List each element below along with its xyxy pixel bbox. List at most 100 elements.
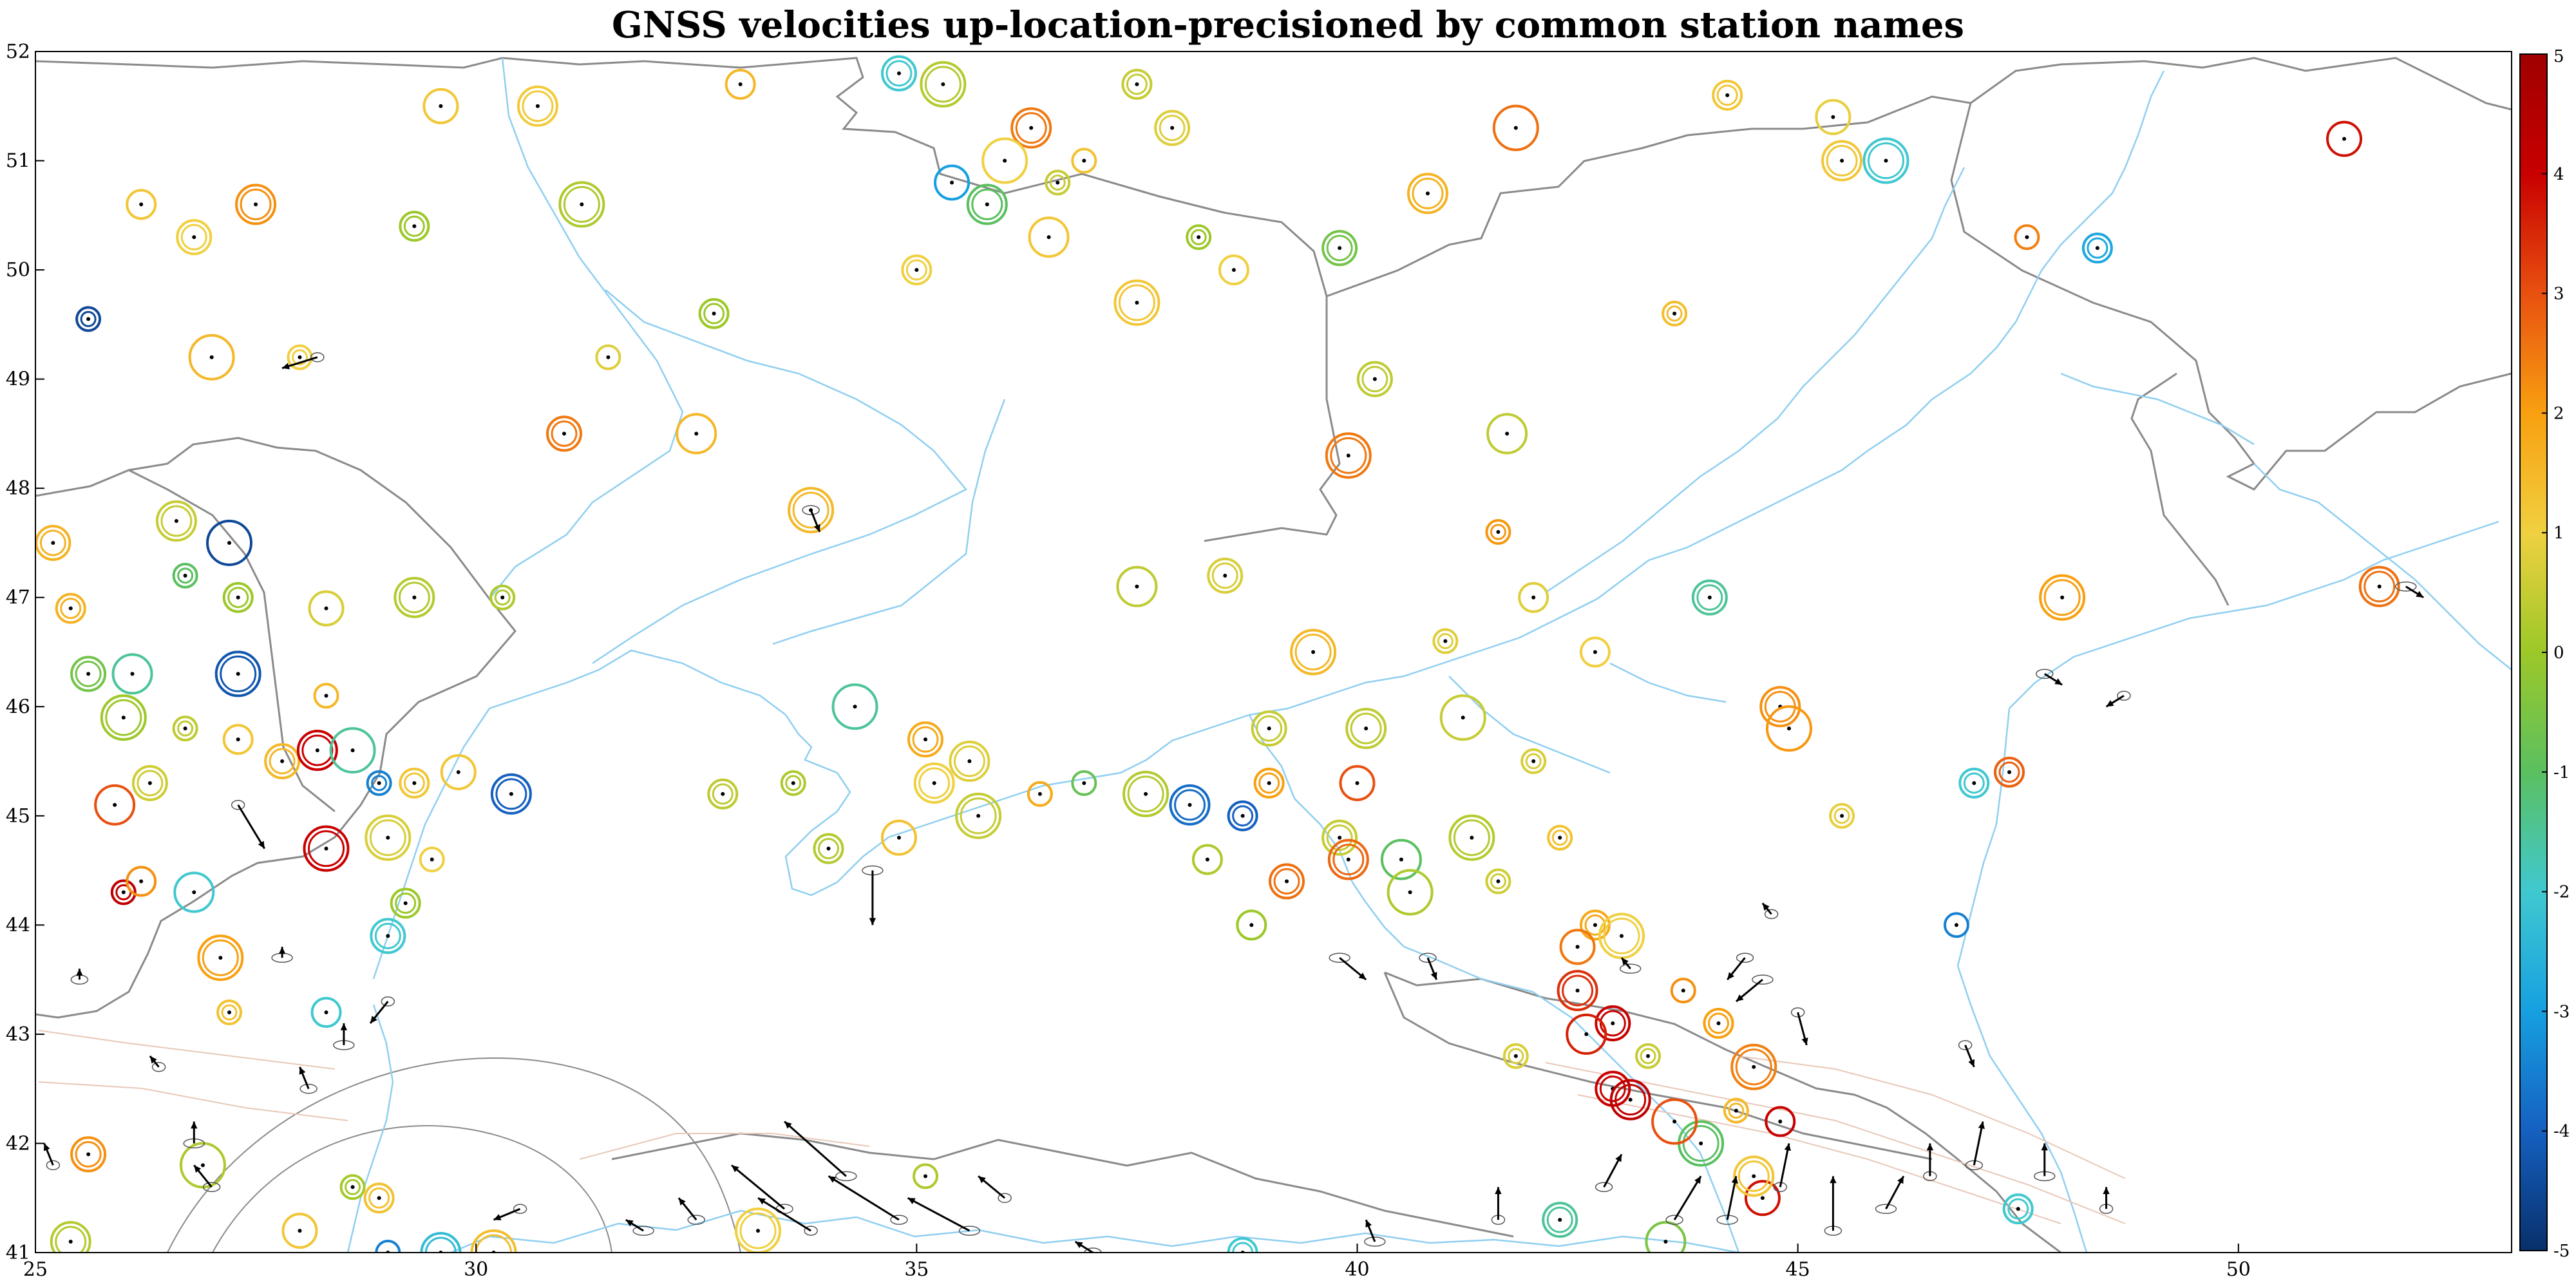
station-marker [595,344,621,370]
station-dot [1240,813,1245,818]
vector-head [2106,700,2114,707]
station-ring [1998,761,2020,783]
velocity-vector [2034,1143,2056,1182]
vector-head [813,524,820,532]
station-ring [375,1240,401,1253]
station-marker [1651,1098,1698,1145]
station-marker [1943,912,1969,938]
station-ring [235,184,277,225]
station-marker [1406,173,1448,214]
vector-head [1762,903,1770,911]
station-dot [976,813,981,818]
station-dot [923,737,928,742]
station-ring [494,589,511,606]
velocity-vector [1419,952,1438,980]
velocity-vector [193,1164,221,1193]
velocity-vector [978,1175,1012,1203]
station-ring [1326,824,1353,851]
station-ring [1708,1012,1730,1034]
station-marker [1113,279,1160,326]
error-ellipse [1419,952,1437,963]
coast-line [489,649,1250,896]
station-ring [281,1213,318,1249]
colorbar-tick-label: 4 [2553,165,2564,184]
station-dot [1752,1065,1756,1069]
station-layer [35,55,2400,1253]
station-ring [398,582,430,614]
station-marker [329,727,376,774]
station-marker [366,770,392,796]
y-tick-label: 45 [6,805,30,828]
velocity-vector [1619,957,1642,974]
station-ring [55,1226,87,1253]
station-marker [70,656,107,692]
vector-head [258,840,265,849]
error-ellipse [1665,1215,1683,1225]
station-marker [1028,216,1070,258]
station-ring [176,219,213,256]
country-borders [35,57,2512,1253]
station-marker [1486,413,1528,455]
border-line [212,1125,612,1253]
x-tick-label: 30 [464,1258,488,1281]
station-ring [339,1174,366,1200]
station-ring [206,519,253,566]
station-ring [172,715,198,742]
station-ring [308,830,345,867]
station-ring [371,775,388,791]
velocity-vector [1364,1219,1386,1247]
station-ring [1191,844,1223,875]
velocity-vector-layer [43,352,2424,1253]
border-line [611,1132,1514,1238]
station-dot [130,672,135,676]
x-tick-label: 50 [2226,1258,2251,1281]
station-marker [831,683,878,730]
error-ellipse [632,1226,654,1236]
station-dot [932,781,936,785]
station-marker [440,754,477,790]
station-dot [923,1174,928,1179]
vector-head [2103,1187,2110,1195]
station-dot [386,934,390,938]
station-marker [222,724,254,755]
vector-head [149,1056,157,1064]
station-ring [1744,1180,1781,1217]
border-line [167,1057,741,1253]
station-marker [1121,68,1153,100]
station-dot [791,781,795,785]
station-ring [1666,305,1683,322]
station-dot [456,770,460,774]
station-ring [1071,770,1097,796]
station-marker [2014,224,2040,251]
velocity-vector [2099,1187,2114,1214]
station-ring [1453,819,1490,857]
fault-line [1738,1056,2126,1179]
station-ring [155,500,197,542]
station-ring [955,792,1002,839]
error-ellipse [1790,1007,1805,1018]
station-ring [264,743,301,780]
station-dot [439,104,443,108]
station-ring [522,90,554,122]
velocity-vector [862,865,884,925]
velocity-vector [784,1121,857,1182]
error-ellipse [804,1226,818,1236]
station-ring [1232,1242,1254,1253]
station-marker [1662,300,1688,327]
station-ring [1190,229,1207,245]
velocity-vector [369,996,395,1024]
velocity-vector [1824,1176,1842,1236]
vector-head [828,1176,837,1183]
error-ellipse [958,1226,981,1236]
station-dot [1056,180,1060,185]
station-ring [1958,767,1990,799]
station-ring [368,1187,390,1209]
station-dot [1760,1196,1765,1200]
vector-shaft [784,1121,847,1177]
station-dot [896,71,901,75]
station-ring [1159,115,1186,142]
station-marker [55,592,86,624]
station-dot [1716,1021,1721,1025]
station-ring [1113,279,1160,326]
